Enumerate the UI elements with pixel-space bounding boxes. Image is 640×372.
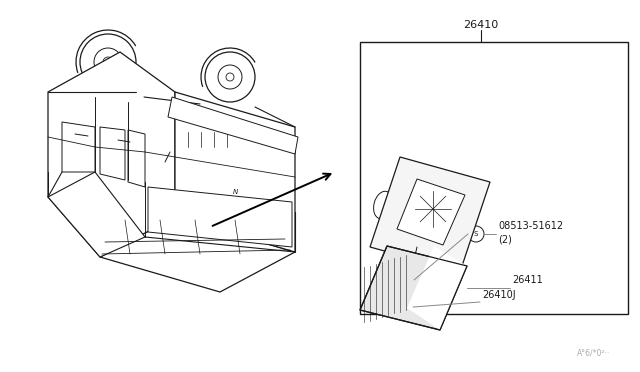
Circle shape — [80, 34, 136, 90]
Ellipse shape — [381, 298, 413, 316]
Polygon shape — [62, 122, 95, 172]
Polygon shape — [100, 127, 125, 180]
Bar — [360, 42, 628, 314]
Circle shape — [423, 199, 443, 219]
Circle shape — [205, 52, 255, 102]
Text: (2): (2) — [498, 234, 512, 244]
Ellipse shape — [374, 191, 392, 219]
Polygon shape — [100, 217, 295, 292]
Polygon shape — [397, 179, 465, 245]
Polygon shape — [48, 172, 145, 257]
Polygon shape — [48, 52, 175, 257]
Polygon shape — [370, 157, 490, 272]
Text: 08513-51612: 08513-51612 — [498, 221, 563, 231]
Polygon shape — [168, 97, 298, 154]
Circle shape — [468, 226, 484, 242]
Polygon shape — [360, 246, 467, 330]
Text: 26411: 26411 — [512, 275, 543, 285]
Polygon shape — [175, 92, 295, 252]
Text: N: N — [232, 189, 237, 195]
Text: 26410J: 26410J — [482, 290, 516, 300]
Polygon shape — [128, 130, 145, 187]
Ellipse shape — [157, 160, 169, 168]
Text: S: S — [474, 231, 478, 237]
Text: A°6/*0²··: A°6/*0²·· — [577, 348, 610, 357]
Text: 26410: 26410 — [463, 20, 498, 30]
Ellipse shape — [383, 227, 397, 247]
Polygon shape — [407, 246, 467, 330]
Polygon shape — [148, 187, 292, 247]
Circle shape — [405, 275, 415, 285]
